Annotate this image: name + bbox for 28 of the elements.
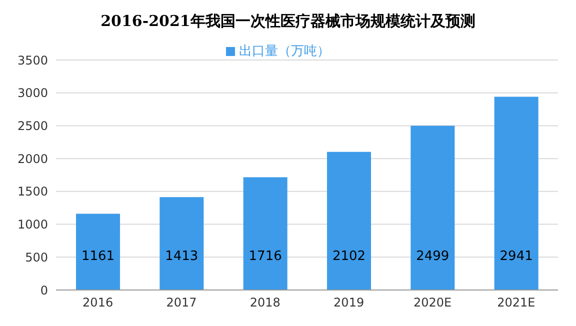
data-label: 1716	[248, 249, 282, 264]
y-tick-label: 1500	[17, 184, 48, 199]
x-tick-label: 2019	[334, 296, 364, 310]
y-tick-label: 2000	[17, 152, 48, 166]
y-tick-label: 3000	[17, 86, 48, 100]
data-label: 1413	[165, 249, 198, 264]
bar	[243, 177, 288, 290]
x-tick-label: 2017	[166, 296, 197, 310]
x-tick-label: 2016	[82, 296, 114, 310]
legend-label: 出口量（万吨）	[239, 44, 330, 59]
y-tick-label: 1000	[17, 218, 48, 232]
data-label: 2941	[500, 249, 533, 264]
y-tick-label: 500	[25, 250, 48, 264]
x-tick-label: 2018	[250, 296, 280, 310]
y-tick-label: 3500	[17, 53, 48, 68]
x-tick-label: 2020E	[413, 296, 452, 310]
y-tick-label: 0	[40, 283, 48, 298]
bar	[160, 197, 204, 290]
data-label: 2102	[332, 249, 366, 264]
chart-title: 2016-2021年我国一次性医疗器械市场规模统计及预测	[100, 11, 476, 32]
y-tick-label: 2500	[17, 118, 48, 133]
bar	[494, 96, 538, 290]
x-tick-label: 2021E	[497, 296, 536, 310]
bar	[327, 152, 371, 290]
data-label: 2499	[416, 249, 450, 264]
data-label: 1161	[81, 249, 115, 264]
bar	[410, 126, 455, 290]
bar	[76, 214, 120, 290]
